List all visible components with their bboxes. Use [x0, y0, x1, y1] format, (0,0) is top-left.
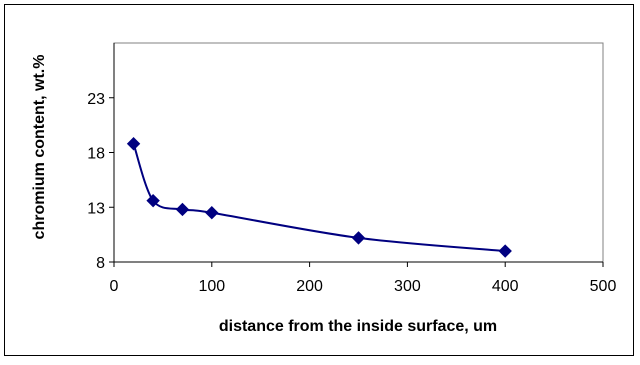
data-point-marker — [205, 206, 219, 220]
y-axis-label: chromium content, wt.% — [31, 55, 48, 240]
series-markers — [126, 137, 512, 258]
data-point-marker — [146, 193, 160, 208]
y-tick-label: 18 — [87, 146, 105, 163]
data-point-marker — [175, 202, 190, 217]
x-tick-label: 300 — [394, 278, 421, 295]
y-tick-label: 13 — [87, 200, 105, 217]
x-tick-label: 100 — [198, 278, 225, 295]
chart: 8 13 18 23 0 100 200 300 400 500 distance from t… — [31, 42, 617, 335]
y-tick-label: 8 — [96, 255, 105, 272]
y-ticks: 8 13 18 23 — [87, 91, 114, 272]
x-tick-label: 500 — [590, 278, 617, 295]
data-point-marker — [126, 137, 141, 151]
x-tick-label: 0 — [110, 278, 119, 295]
x-axis-label: distance from the inside surface, um — [219, 318, 497, 335]
data-point-marker — [498, 244, 512, 258]
x-tick-label: 400 — [492, 278, 519, 295]
y-tick-label: 23 — [87, 91, 105, 108]
x-ticks: 0 100 200 300 400 500 — [110, 262, 617, 295]
plot-area — [113, 42, 604, 263]
data-point-marker — [351, 231, 366, 245]
chart-frame: 8 13 18 23 0 100 200 300 400 500 distance from t… — [4, 4, 634, 356]
x-tick-label: 200 — [296, 278, 323, 295]
